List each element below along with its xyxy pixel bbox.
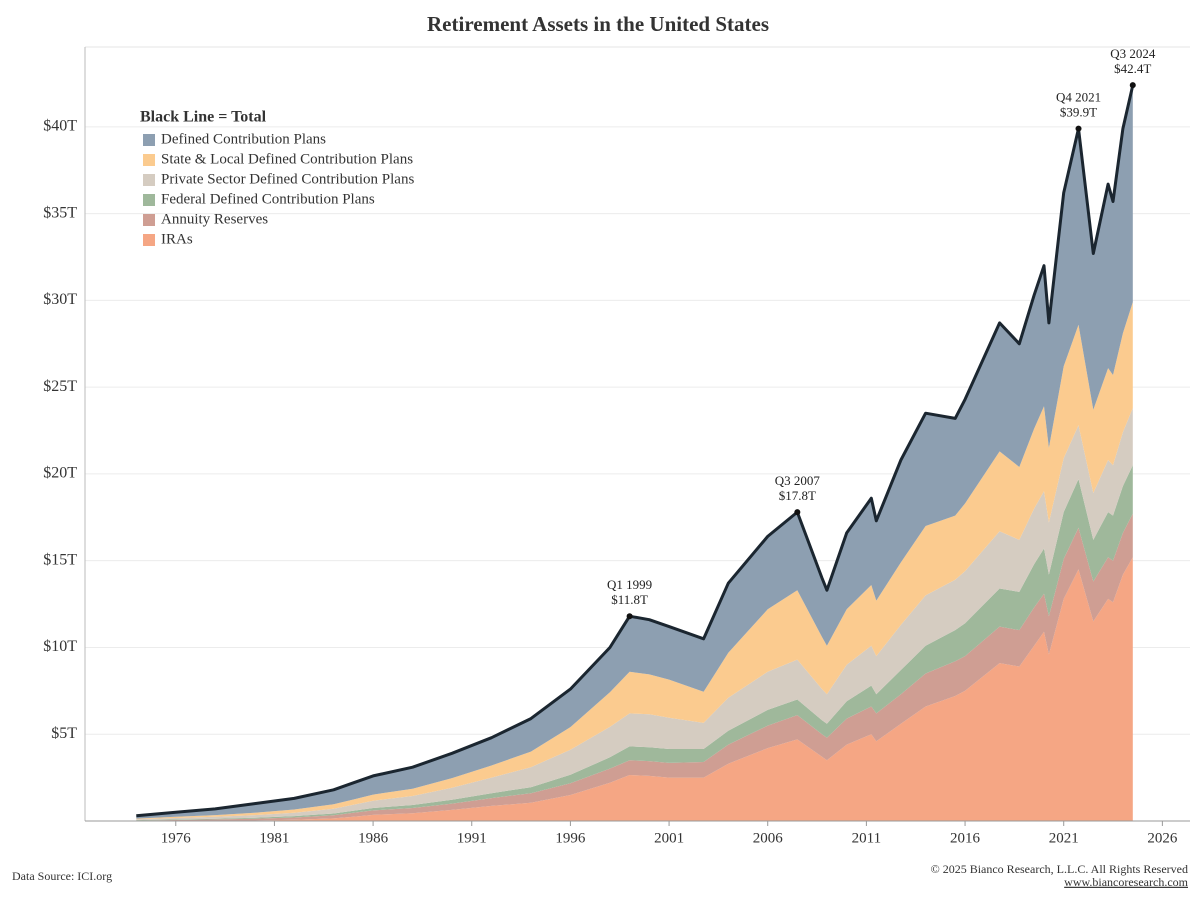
legend-swatch [143,174,155,186]
total-line [136,84,1135,818]
copyright: © 2025 Bianco Research, L.L.C. All Right… [931,862,1188,876]
legend-title: Black Line = Total [140,109,267,126]
x-tick-label: 2011 [852,830,881,846]
legend-swatch [143,214,155,226]
annotation-value: $17.8T [779,488,816,503]
area [136,465,1133,821]
legend-swatch [143,154,155,166]
annotation-value: $39.9T [1060,105,1097,120]
x-tick-label: 1976 [161,830,192,846]
annotation-point [1075,125,1082,132]
y-tick-label: $10T [43,638,77,655]
x-tick-label: 2026 [1147,830,1178,846]
annotation-label: Q3 2007 [775,473,821,488]
legend-swatch [143,234,155,246]
area [136,85,1133,819]
legend-label: IRAs [161,231,193,247]
legend-label: Private Sector Defined Contribution Plan… [161,171,414,187]
x-tick-label: 2001 [654,830,684,846]
x-tick-label: 1986 [358,830,389,846]
annotation-label: Q4 2021 [1056,90,1101,105]
area [136,557,1133,821]
data-source: Data Source: ICI.org [12,869,112,883]
area [136,302,1133,820]
y-tick-label: $15T [43,551,77,568]
chart-title: Retirement Assets in the United States [427,12,769,36]
y-tick-label: $20T [43,465,77,482]
legend-swatch [143,134,155,146]
annotation-point [1129,82,1136,89]
annotation-value: $42.4T [1114,61,1151,76]
x-tick-label: 2021 [1049,830,1079,846]
annotation-value: $11.8T [611,592,648,607]
y-tick-label: $30T [43,291,77,308]
annotation-point [626,613,633,620]
legend-label: Annuity Reserves [161,211,268,227]
x-tick-label: 1981 [259,830,289,846]
annotation-label: Q3 2024 [1110,46,1156,61]
y-tick-label: $5T [51,725,77,742]
x-tick-label: 2006 [753,830,784,846]
annotation-point [794,509,801,516]
area [136,408,1133,821]
legend-label: Federal Defined Contribution Plans [161,191,375,207]
x-tick-label: 1996 [555,830,586,846]
y-tick-label: $35T [43,204,77,221]
legend-swatch [143,194,155,206]
legend-label: State & Local Defined Contribution Plans [161,151,413,167]
x-tick-label: 1991 [457,830,487,846]
x-tick-label: 2016 [950,830,981,846]
annotation-label: Q1 1999 [607,577,652,592]
y-tick-label: $25T [43,378,77,395]
website-link[interactable]: www.biancoresearch.com [1064,875,1188,889]
legend-label: Defined Contribution Plans [161,131,326,147]
y-tick-label: $40T [43,118,77,135]
